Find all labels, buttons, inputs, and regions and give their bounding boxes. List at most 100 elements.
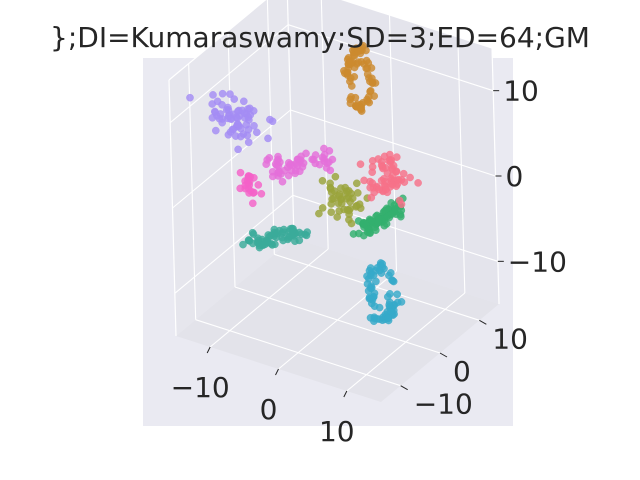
- data-point-cluster-7: [288, 226, 297, 235]
- grid-line: [287, 24, 494, 92]
- data-point-cluster-0: [363, 70, 372, 78]
- data-point-cluster-2: [318, 153, 327, 162]
- data-point-cluster-1: [211, 108, 219, 117]
- data-point-cluster-8: [236, 184, 244, 193]
- pane-edge: [340, 0, 493, 49]
- data-point-cluster-4: [337, 199, 346, 208]
- data-point-cluster-8: [254, 181, 263, 189]
- y-tick-mark: [479, 319, 487, 325]
- data-point-cluster-1: [252, 128, 261, 137]
- data-point-cluster-1: [264, 134, 272, 143]
- data-point-cluster-0: [354, 58, 363, 66]
- data-point-cluster-0: [363, 97, 372, 105]
- data-point-cluster-6: [378, 259, 387, 268]
- data-point-cluster-4: [337, 184, 345, 192]
- data-point-cluster-4: [343, 206, 352, 214]
- data-point-cluster-8: [257, 189, 266, 198]
- data-point-cluster-7: [244, 236, 253, 245]
- data-point-cluster-4: [318, 176, 327, 185]
- data-point-cluster-1: [240, 109, 249, 117]
- data-point-cluster-8: [244, 179, 253, 187]
- data-point-cluster-2: [277, 170, 285, 178]
- data-point-cluster-2: [278, 177, 287, 186]
- data-point-cluster-3: [399, 169, 408, 178]
- data-point-cluster-3: [381, 164, 390, 172]
- data-point-cluster-3: [388, 180, 397, 189]
- data-point-cluster-6: [384, 313, 393, 322]
- data-point-cluster-7: [261, 240, 269, 249]
- x-tick-label: −10: [171, 371, 230, 404]
- data-point-cluster-0: [343, 55, 352, 64]
- data-point-cluster-1: [239, 97, 248, 106]
- data-point-cluster-4: [327, 208, 336, 216]
- data-point-cluster-0: [357, 104, 366, 112]
- data-point-cluster-2: [262, 160, 271, 168]
- data-point-cluster-4: [326, 179, 334, 188]
- data-point-cluster-3: [360, 176, 368, 185]
- data-point-cluster-1: [222, 106, 231, 114]
- data-point-cluster-8: [248, 199, 257, 208]
- data-point-cluster-3: [414, 179, 422, 187]
- data-point-cluster-2: [286, 160, 295, 168]
- data-point-cluster-7: [253, 238, 262, 247]
- data-point-cluster-5: [388, 210, 397, 218]
- scatter-points: [186, 41, 422, 326]
- data-point-cluster-6: [375, 303, 384, 312]
- data-point-cluster-4: [331, 172, 340, 181]
- data-point-cluster-1: [226, 90, 234, 98]
- data-point-cluster-1: [218, 89, 227, 98]
- data-point-cluster-2: [323, 159, 332, 168]
- x-tick-mark: [275, 368, 279, 376]
- data-point-cluster-3: [395, 196, 404, 205]
- data-point-cluster-4: [315, 209, 323, 218]
- data-point-cluster-1: [230, 95, 238, 103]
- data-point-cluster-5: [366, 229, 374, 237]
- data-point-cluster-1: [226, 128, 235, 136]
- data-point-cluster-4: [318, 204, 327, 212]
- data-point-cluster-3: [356, 160, 365, 168]
- data-point-cluster-5: [349, 230, 358, 238]
- data-point-cluster-6: [385, 271, 393, 280]
- data-point-cluster-4: [327, 200, 336, 208]
- z-tick-label: 10: [503, 75, 539, 108]
- y-tick-label: 0: [453, 355, 471, 388]
- data-point-cluster-7: [295, 236, 304, 245]
- x-tick-label: 0: [260, 393, 278, 426]
- y-tick-label: −10: [414, 388, 473, 421]
- data-point-cluster-1: [242, 121, 251, 129]
- data-point-cluster-6: [365, 293, 374, 302]
- pane-edge: [168, 79, 177, 337]
- data-point-cluster-3: [367, 193, 376, 202]
- data-point-cluster-6: [369, 271, 378, 280]
- data-point-cluster-1: [236, 124, 245, 133]
- data-point-cluster-6: [393, 290, 402, 299]
- data-point-cluster-2: [276, 158, 284, 166]
- data-point-cluster-3: [386, 156, 394, 164]
- data-point-cluster-4: [352, 179, 361, 188]
- z-tick-label: −10: [508, 245, 567, 278]
- data-point-cluster-3: [368, 179, 377, 187]
- data-point-cluster-7: [239, 240, 247, 249]
- data-point-cluster-4: [347, 219, 356, 228]
- grid-lines: [168, 0, 500, 392]
- chart-title: };DI=Kumaraswamy;SD=3;ED=64;GM: [50, 21, 590, 54]
- data-point-cluster-0: [347, 82, 356, 90]
- data-point-cluster-1: [227, 115, 236, 123]
- y-tick-label: 10: [492, 322, 528, 355]
- data-point-cluster-1: [234, 145, 242, 154]
- data-point-cluster-6: [388, 276, 397, 285]
- data-point-cluster-6: [377, 269, 386, 277]
- data-point-cluster-3: [382, 185, 390, 194]
- data-point-cluster-2: [287, 166, 296, 175]
- data-point-cluster-0: [354, 47, 362, 56]
- data-point-cluster-1: [236, 132, 245, 141]
- data-point-cluster-1: [250, 122, 258, 130]
- data-point-cluster-3: [406, 173, 414, 182]
- data-point-cluster-1: [245, 104, 254, 113]
- data-point-cluster-1: [266, 115, 274, 124]
- data-point-cluster-7: [302, 231, 311, 240]
- grid-line: [274, 253, 480, 321]
- data-point-cluster-1: [186, 93, 194, 102]
- grid-line: [169, 24, 289, 124]
